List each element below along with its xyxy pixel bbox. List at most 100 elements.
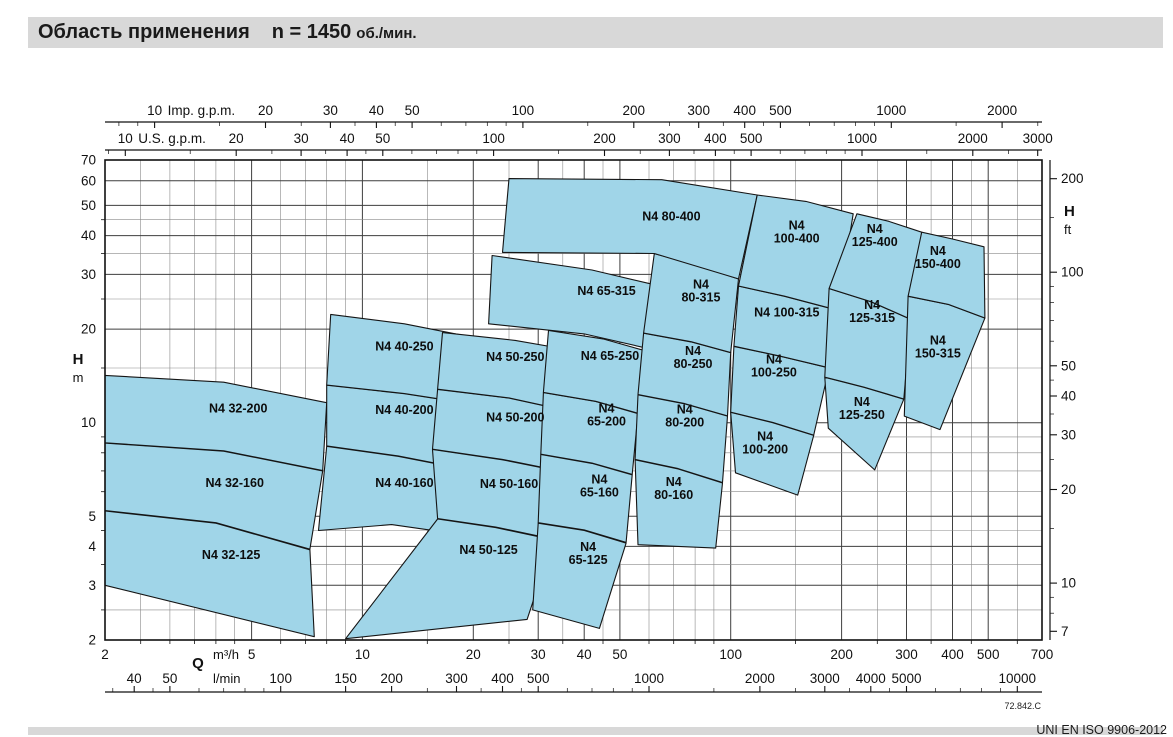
tick-label: 40 (369, 103, 384, 118)
x-axis-unit-m3h: m³/h (213, 647, 239, 662)
tick-label: 300 (687, 103, 710, 118)
pump-region (903, 295, 986, 431)
speed-unit: об./мин. (356, 25, 417, 42)
scale-unit-label: Imp. g.p.m. (168, 103, 236, 118)
tick-label: 5000 (891, 671, 921, 686)
tick-label: 100 (482, 131, 505, 146)
pump-region-label: N4 65-250 (581, 349, 639, 363)
tick-label: 40 (1061, 389, 1076, 404)
pump-region-label: N4 100-400 (774, 219, 820, 246)
drawing-code: 72.842.C (1004, 701, 1041, 711)
pump-region-label: N4 50-200 (486, 410, 544, 424)
pump-region-label: N4 40-250 (375, 339, 433, 353)
y-axis-title: H (73, 351, 84, 368)
tick-label: 2000 (745, 671, 775, 686)
pump-region-label: N4 100-250 (751, 353, 797, 380)
tick-label: 400 (491, 671, 514, 686)
pump-region-label: N4 32-160 (206, 476, 264, 490)
tick-label: 20 (258, 103, 273, 118)
pump-region-label: N4 150-400 (915, 244, 961, 271)
tick-label: 100 (269, 671, 292, 686)
tick-label: 100 (719, 647, 742, 662)
pump-region-label: N4 40-200 (375, 403, 433, 417)
pump-region-label: N4 50-160 (480, 477, 538, 491)
imp-gpm-scale: 10 20 30 40 50 100 200 300 400 500 1000 2000 Imp. g.… (105, 103, 1042, 128)
pump-region-label: N4 50-125 (459, 543, 517, 557)
pump-region-label: N4 150-315 (915, 334, 961, 361)
lmin-scale: 40 50 100 150 200 300 400 500 1000 2000 3000 4000 50… (105, 671, 1042, 693)
tick-label: 200 (623, 103, 646, 118)
tick-label: 20 (229, 131, 244, 146)
tick-label: 200 (593, 131, 616, 146)
tick-label: 5 (248, 647, 256, 662)
tick-label: 10 (355, 647, 370, 662)
tick-label: 30 (81, 267, 96, 282)
q-axis-m3h: 2 5 10 20 30 40 50 100 200 300 400 500 700 Qm³/h (101, 640, 1053, 672)
tick-label: 200 (1061, 171, 1084, 186)
tick-label: 20 (1061, 482, 1076, 497)
tick-label: 7 (1061, 624, 1069, 639)
h-axis-m: 2 3 4 5 10 20 30 40 50 60 70 Hm (73, 153, 105, 648)
pump-region (501, 178, 758, 280)
pump-region (345, 518, 554, 640)
speed-value: n = 1450 (271, 21, 352, 43)
us-gpm-scale: 10 20 30 40 50 100 200 300 400 500 1000 2000 3000 U.S… (105, 131, 1053, 156)
tick-label: 10000 (999, 671, 1037, 686)
tick-label: 700 (1031, 647, 1054, 662)
tick-label: 5 (88, 509, 96, 524)
tick-label: 10 (118, 131, 133, 146)
tick-label: 40 (340, 131, 355, 146)
tick-label: 150 (334, 671, 357, 686)
plot-border (104, 159, 1043, 641)
tick-label: 300 (895, 647, 918, 662)
tick-label: 40 (127, 671, 142, 686)
tick-label: 4 (88, 539, 96, 554)
pump-region-labels: N4 32-125 N4 32-160 N4 32-200 N4 40-160 N4 4… (202, 210, 961, 567)
tick-label: 50 (612, 647, 627, 662)
y2-axis-title: H (1064, 203, 1075, 220)
tick-label: 50 (81, 198, 96, 213)
tick-label: 400 (733, 103, 756, 118)
tick-label: 10 (81, 415, 96, 430)
plot-border (104, 159, 1043, 641)
tick-label: 3000 (810, 671, 840, 686)
pump-region-label: N4 40-160 (375, 476, 433, 490)
tick-label: 3 (88, 578, 96, 593)
pump-region-label: N4 80-400 (642, 210, 700, 224)
tick-label: 1000 (847, 131, 877, 146)
pump-region-label: N4 125-400 (852, 222, 898, 249)
pump-region (907, 231, 986, 319)
next-section-strip (28, 727, 1163, 735)
tick-label: 10 (1061, 576, 1076, 591)
tick-label: 50 (162, 671, 177, 686)
standard-reference: UNI EN ISO 9906-2012 (1036, 723, 1167, 737)
tick-label: 60 (81, 173, 96, 188)
tick-label: 50 (375, 131, 390, 146)
tick-label: 200 (830, 647, 853, 662)
tick-label: 500 (977, 647, 1000, 662)
pump-region-label: N4 80-200 (665, 403, 704, 430)
h-axis-ft: 7 10 20 30 40 50 100 200 Hft (1049, 160, 1084, 640)
pump-region (532, 522, 627, 629)
pump-regions (104, 178, 986, 640)
pump-region-label: N4 65-315 (577, 284, 635, 298)
tick-label: 400 (941, 647, 964, 662)
pump-region-label: N4 80-160 (654, 475, 693, 502)
tick-label: 100 (512, 103, 535, 118)
tick-label: 100 (1061, 265, 1084, 280)
tick-label: 3000 (1023, 131, 1053, 146)
pump-region-label: N4 50-250 (486, 350, 544, 364)
x-axis-title: Q (192, 655, 204, 672)
pump-region-label: N4 65-125 (569, 540, 608, 567)
pump-region-label: N4 65-160 (580, 473, 619, 500)
pump-region-label: N4 65-200 (587, 401, 626, 428)
tick-label: 1000 (634, 671, 664, 686)
tick-label: 2 (88, 633, 96, 648)
tick-label: 30 (323, 103, 338, 118)
tick-label: 10 (147, 103, 162, 118)
pump-region-label: N4 100-315 (754, 306, 819, 320)
tick-label: 500 (527, 671, 550, 686)
tick-label: 20 (81, 322, 96, 337)
tick-label: 40 (577, 647, 592, 662)
